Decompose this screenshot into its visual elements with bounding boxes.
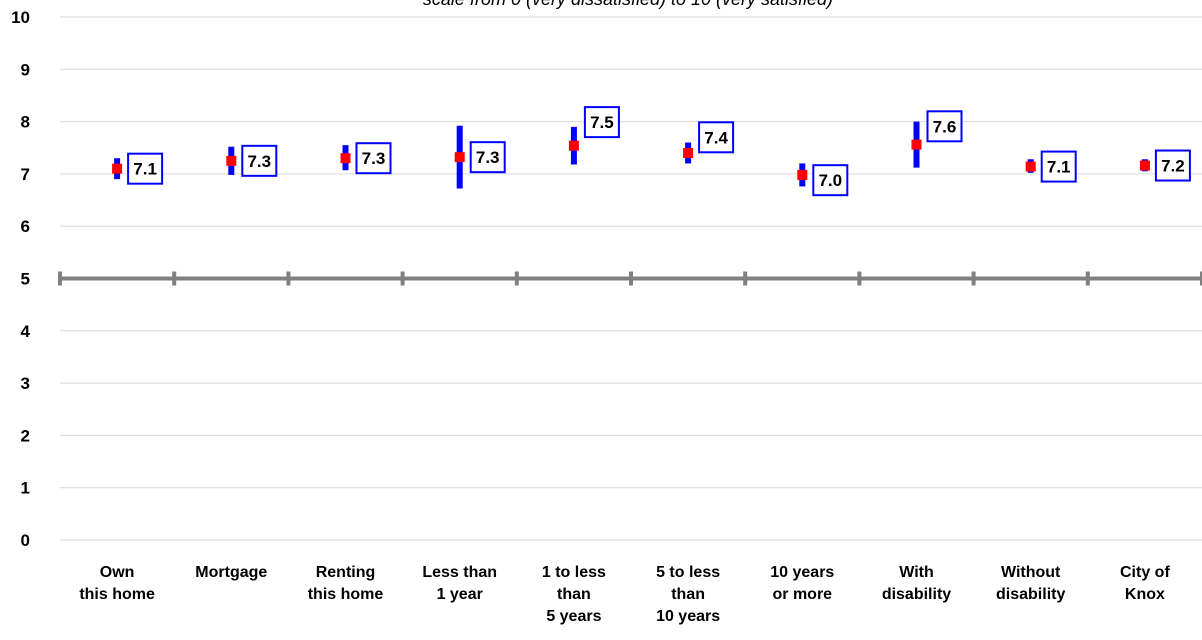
y-tick-label: 9	[21, 60, 30, 79]
data-point	[683, 147, 694, 158]
data-label-box	[1154, 149, 1191, 182]
data-label: 7.6	[933, 117, 957, 136]
x-tick-label-line: City of	[1120, 564, 1170, 581]
reference-line	[58, 271, 1202, 286]
data-label-box	[1040, 150, 1077, 183]
data-point	[911, 139, 922, 150]
data-point	[454, 152, 465, 163]
data-point	[797, 169, 808, 180]
data-label: 7.1	[1047, 158, 1071, 177]
data-marks: 7.1 7.3 7.3 7.3 7.5 7.4 7.0 7.6 7.1 7.2	[112, 106, 1191, 197]
data-label: 7.2	[1161, 157, 1185, 176]
x-tick-label-line: this home	[308, 586, 384, 603]
x-tick-label-line: disability	[882, 586, 951, 603]
x-tick-label: 10 years or more	[770, 564, 834, 603]
chart-subtitle: scale from 0 (very dissatisfied) to 10 (…	[423, 0, 833, 9]
x-tick-label-line: 1 year	[437, 586, 483, 603]
data-label-box	[469, 141, 506, 174]
x-tick-label-line: or more	[773, 586, 833, 603]
x-axis-ticks: Own this home Mortgage Renting this home Less…	[79, 564, 1170, 625]
data-label-box	[583, 106, 620, 139]
data-label: 7.3	[476, 148, 500, 167]
data-label-box	[926, 110, 963, 143]
x-tick-label-line: Less than	[422, 564, 497, 581]
y-tick-label: 10	[11, 8, 30, 27]
data-point	[1139, 160, 1150, 171]
x-tick-label-line: this home	[79, 586, 155, 603]
x-tick-label-line: 10 years	[656, 608, 720, 625]
y-tick-label: 2	[21, 426, 30, 445]
x-tick-label: Renting this home	[308, 564, 384, 603]
x-tick-label: City of Knox	[1120, 564, 1170, 603]
data-point	[568, 140, 579, 151]
x-tick-label: 1 to less than 5 years	[542, 564, 606, 625]
data-label: 7.3	[247, 152, 271, 171]
x-tick-label-line: than	[671, 586, 705, 603]
data-label: 7.0	[818, 171, 842, 190]
x-tick-label: With disability	[882, 564, 951, 603]
x-tick-label-line: Without	[1001, 564, 1061, 581]
y-tick-label: 8	[21, 113, 30, 132]
x-tick-label-line: Own	[100, 564, 135, 581]
x-tick-label: Own this home	[79, 564, 155, 603]
data-point	[340, 153, 351, 164]
x-tick-label-line: disability	[996, 586, 1065, 603]
x-tick-label: Without disability	[996, 564, 1065, 603]
y-tick-label: 7	[21, 165, 30, 184]
x-tick-label-line: 1 to less	[542, 564, 606, 581]
y-tick-label: 3	[21, 374, 30, 393]
x-tick-label-line: 5 to less	[656, 564, 720, 581]
x-tick-label-line: 5 years	[546, 608, 601, 625]
x-tick-label-line: Mortgage	[195, 564, 267, 581]
data-point	[1025, 161, 1036, 172]
x-tick-label: Mortgage	[195, 564, 267, 581]
x-tick-label-line: 10 years	[770, 564, 834, 581]
y-tick-label: 5	[21, 270, 30, 289]
y-tick-label: 6	[21, 217, 30, 236]
data-label-box	[241, 144, 278, 177]
x-tick-label: Less than 1 year	[422, 564, 497, 603]
data-point	[226, 155, 237, 166]
y-tick-label: 4	[21, 322, 31, 341]
data-label: 7.5	[590, 113, 614, 132]
data-label: 7.1	[133, 160, 157, 179]
data-point	[112, 163, 123, 174]
data-label-box	[127, 152, 164, 185]
data-label: 7.3	[362, 149, 386, 168]
data-label: 7.4	[704, 128, 728, 147]
y-tick-label: 0	[21, 531, 30, 550]
x-tick-label-line: than	[557, 586, 591, 603]
y-axis-ticks: 0 1 2 3 4 5 6 7 8 9 10	[11, 8, 30, 550]
y-tick-label: 1	[21, 479, 30, 498]
x-tick-label: 5 to less than 10 years	[656, 564, 720, 625]
data-label-box	[812, 164, 849, 197]
data-label-box	[698, 121, 735, 154]
x-tick-label-line: Knox	[1125, 586, 1165, 603]
x-tick-label-line: With	[899, 564, 934, 581]
data-label-box	[355, 142, 392, 175]
x-tick-label-line: Renting	[316, 564, 376, 581]
